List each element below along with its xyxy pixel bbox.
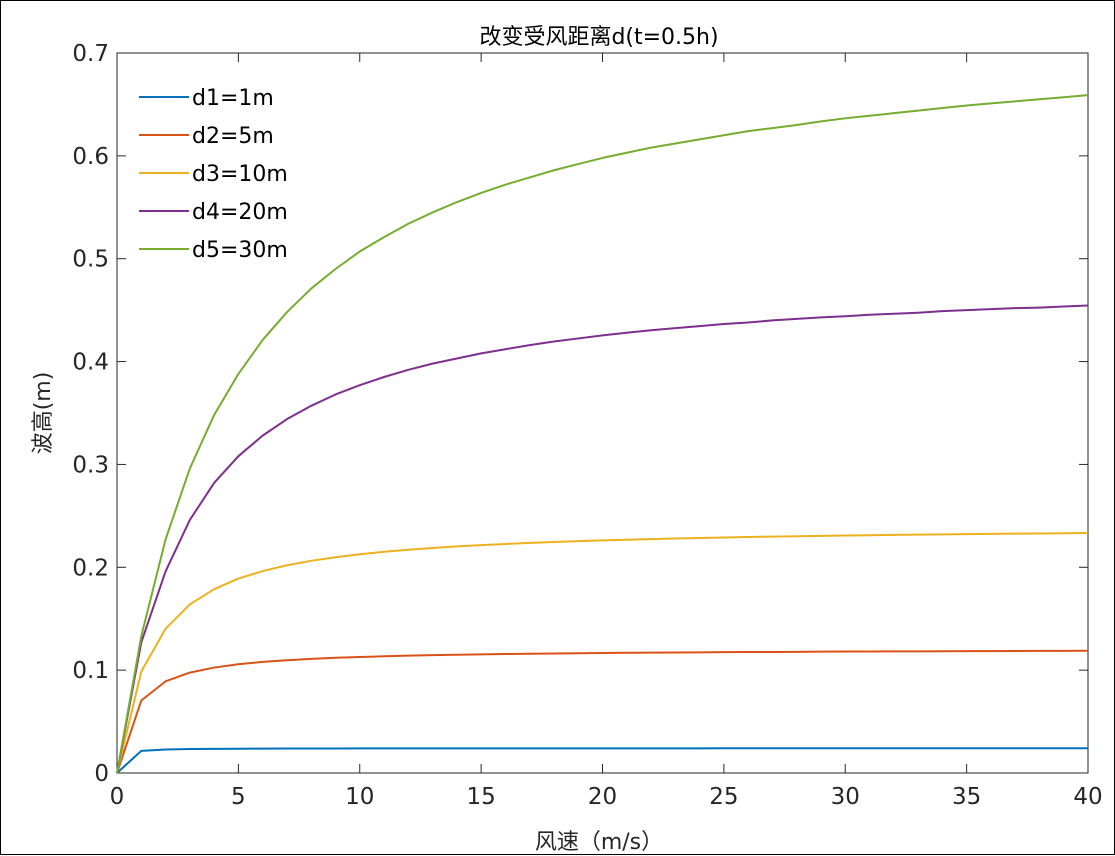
- y-tick-label: 0.5: [72, 247, 109, 273]
- legend-item-2[interactable]: d2=5m: [139, 124, 274, 149]
- series-line-1: [116, 747, 1088, 774]
- x-tick-label: 25: [709, 784, 738, 810]
- x-tick-label: 10: [345, 784, 374, 810]
- legend-item-4[interactable]: d4=20m: [139, 200, 288, 225]
- legend-item-3[interactable]: d3=10m: [139, 162, 288, 187]
- y-axis-title: 波高(m): [31, 372, 56, 455]
- x-tick-label: 35: [952, 784, 981, 810]
- x-tick-label: 5: [231, 784, 246, 810]
- legend-label: d5=30m: [192, 238, 288, 263]
- legend-item-1[interactable]: d1=1m: [139, 86, 274, 111]
- legend-label: d4=20m: [192, 200, 288, 225]
- x-tick-label: 30: [831, 784, 860, 810]
- y-axis: 0 0.1 0.2 0.3 0.4 0.5 0.6 0.7: [72, 41, 1088, 787]
- y-tick-label: 0: [94, 761, 109, 787]
- series-lines: [116, 94, 1089, 774]
- x-tick-label: 15: [466, 784, 495, 810]
- x-tick-label: 20: [588, 784, 617, 810]
- x-axis-title: 风速（m/s）: [535, 830, 663, 855]
- y-tick-label: 0.4: [72, 350, 109, 376]
- legend[interactable]: d1=1m d2=5m d3=10m d4=20m d5=30m: [139, 86, 288, 263]
- legend-label: d1=1m: [192, 86, 274, 111]
- x-tick-label: 0: [110, 784, 125, 810]
- y-tick-label: 0.2: [72, 555, 109, 581]
- series-line-5: [116, 94, 1089, 774]
- legend-label: d2=5m: [192, 124, 274, 149]
- series-line-4: [116, 304, 1089, 774]
- x-axis: 0 5 10 15 20 25 30 35 40: [110, 53, 1103, 810]
- x-tick-label: 40: [1073, 784, 1102, 810]
- chart-title: 改变受风距离d(t=0.5h): [479, 25, 718, 50]
- y-tick-label: 0.7: [72, 41, 109, 67]
- y-tick-label: 0.6: [72, 144, 109, 170]
- plot-area: [116, 52, 1089, 774]
- y-tick-label: 0.3: [72, 452, 109, 478]
- legend-label: d3=10m: [192, 162, 288, 187]
- series-line-2: [116, 649, 1089, 774]
- y-tick-label: 0.1: [72, 658, 109, 684]
- series-line-3: [116, 532, 1089, 774]
- legend-item-5[interactable]: d5=30m: [139, 238, 288, 263]
